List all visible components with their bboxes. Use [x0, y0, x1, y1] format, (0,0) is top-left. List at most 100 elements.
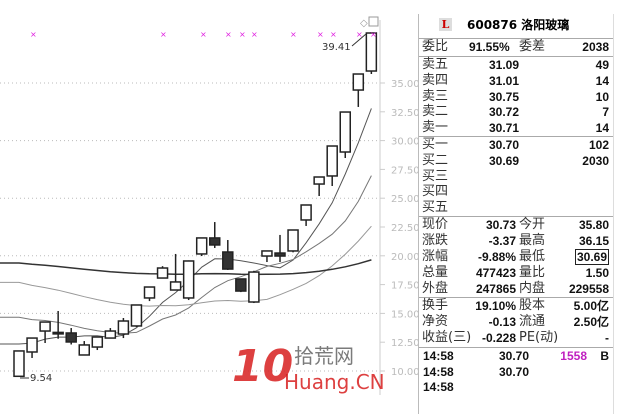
candle-body	[117, 320, 130, 335]
stat-row: 现价 30.73 今开 35.80	[419, 217, 613, 233]
bid-label: 买四	[422, 184, 449, 200]
axis-label: 22.50	[391, 223, 418, 234]
price-grid	[0, 82, 380, 372]
stat-label: 外盘	[422, 281, 449, 296]
stat-value: -3.37	[488, 234, 516, 248]
tick-price: 30.70	[499, 364, 530, 379]
candle-body	[352, 73, 365, 91]
candle	[13, 350, 25, 378]
ask-price: 31.01	[489, 73, 520, 88]
fund-label: 收益(三)	[422, 330, 472, 345]
candle-body	[300, 204, 312, 221]
candle	[52, 310, 64, 339]
ask-row: 卖一 30.71 14	[419, 120, 613, 136]
tick-price: 30.70	[499, 349, 530, 363]
signal-marker-icon: ×	[251, 30, 258, 39]
ma10-line	[0, 175, 372, 334]
candle-body	[365, 32, 378, 72]
ma20-line	[0, 225, 372, 307]
axis-label: 17.50	[391, 281, 418, 292]
bid-label: 买三	[422, 168, 449, 184]
axis-label: 10.00	[391, 367, 418, 378]
stat-label: 涨幅	[422, 249, 449, 264]
window-icon[interactable]	[368, 16, 379, 27]
fund-value: 19.10%	[475, 299, 516, 313]
ask-label: 卖二	[422, 104, 449, 120]
stat-value: 477423	[475, 266, 516, 280]
candle	[313, 176, 325, 197]
candle	[261, 250, 273, 263]
signal-marker-icon: ×	[330, 30, 337, 39]
candle	[195, 237, 208, 257]
candle	[274, 234, 286, 263]
candle-body	[130, 304, 143, 327]
axis-label: 27.50	[391, 165, 418, 176]
fund-label-2: 流通	[519, 314, 546, 329]
candle-body	[222, 251, 234, 270]
bid-price: 30.70	[489, 138, 520, 152]
fund-row: 换手 19.10% 股本 5.00亿	[419, 298, 613, 314]
candle	[65, 328, 77, 345]
candle-body	[287, 229, 299, 252]
candle	[26, 337, 38, 358]
axis-label: 20.00	[391, 252, 418, 263]
axis-label: 12.50	[391, 338, 418, 349]
signal-marker-icon: ×	[200, 30, 207, 39]
stat-label-2: 最高	[519, 233, 546, 248]
bid-price: 30.69	[489, 153, 520, 168]
candle	[91, 336, 104, 351]
candle-body	[195, 237, 208, 255]
ask-label: 卖三	[422, 88, 449, 104]
candle	[104, 328, 117, 339]
candles	[13, 32, 378, 378]
tick-side: B	[600, 349, 609, 363]
axis-label: 35.00	[391, 79, 418, 90]
candle-body	[91, 336, 104, 348]
candlestick-chart[interactable]: × × × × × × × × × × × 35.00 32.50 30.00 27.50 25.00 22.…	[0, 0, 418, 414]
candle-body	[274, 252, 286, 257]
axis-label: 15.00	[391, 309, 418, 320]
candle	[143, 286, 156, 302]
stat-value: 30.73	[485, 218, 516, 232]
candle	[209, 222, 221, 248]
signal-marker-icon: ×	[356, 30, 363, 39]
candle-body	[39, 321, 51, 332]
candle-body	[78, 344, 90, 356]
candle	[39, 321, 51, 344]
fund-row: 收益(三) -0.228 PE(动) -	[419, 330, 613, 346]
fund-value: -0.13	[488, 315, 516, 329]
candle-body	[182, 260, 195, 299]
weibi-value: 91.55%	[469, 40, 510, 54]
diamond-icon[interactable]: ◇	[360, 18, 368, 29]
stat-label: 总量	[422, 265, 449, 280]
tick-time: 14:58	[423, 380, 454, 394]
candle-body	[235, 278, 247, 292]
candle	[117, 318, 130, 339]
signal-marker-icon: ×	[317, 30, 324, 39]
stat-row: 涨跌 -3.37 最高 36.15	[419, 233, 613, 249]
candle-body	[261, 250, 273, 257]
stock-logo: L	[439, 18, 452, 31]
ask-volume: 14	[595, 73, 609, 88]
candle	[300, 204, 312, 226]
ask-row: 卖三 30.75 10	[419, 89, 613, 105]
signal-marker-icon: ×	[30, 30, 37, 39]
signal-marker-icon: ×	[225, 30, 232, 39]
stat-value-2: 1.50	[585, 266, 609, 280]
tick-time: 14:58	[423, 364, 454, 379]
moving-average-lines	[0, 108, 372, 345]
high-pointer	[351, 33, 367, 47]
stat-label-2: 最低	[519, 249, 546, 264]
bid-label: 买五	[422, 200, 449, 216]
candle-body	[169, 281, 182, 291]
stock-code-name: 600876 洛阳玻璃	[467, 18, 570, 32]
ask-label: 卖一	[422, 120, 449, 136]
quote-panel: L 600876 洛阳玻璃 委比 91.55% 委差 2038 卖五 31.09 4…	[418, 14, 614, 414]
ask-volume: 10	[595, 89, 609, 104]
ask-row: 卖二 30.72 7	[419, 104, 613, 120]
bid-row: 买四	[419, 184, 613, 200]
fund-label-2: 股本	[519, 298, 546, 313]
price-axis-labels: 35.00 32.50 30.00 27.50 25.00 22.50 20.00 17.50…	[380, 79, 418, 378]
fund-value-2: 5.00亿	[573, 299, 609, 313]
axis-label: 25.00	[391, 194, 418, 205]
